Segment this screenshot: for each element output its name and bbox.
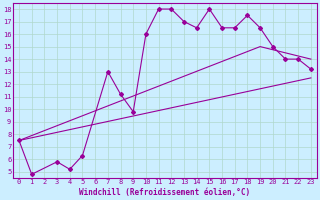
X-axis label: Windchill (Refroidissement éolien,°C): Windchill (Refroidissement éolien,°C) [79, 188, 251, 197]
